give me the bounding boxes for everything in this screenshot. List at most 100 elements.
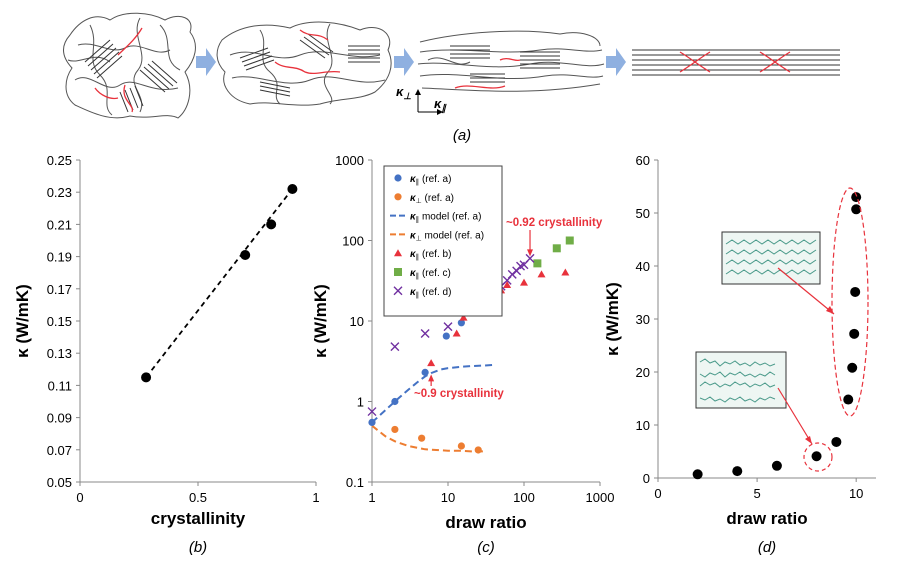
data-point	[851, 192, 862, 203]
panel-d-callouts	[777, 187, 869, 472]
y-axis-label: κ (W/mK)	[603, 282, 622, 356]
legend-entry: κ∥ (ref. d)	[410, 287, 451, 299]
panel-a-caption: (a)	[453, 127, 471, 144]
data-point	[266, 219, 277, 230]
data-point	[287, 183, 298, 194]
legend-entry: κ⊥ (ref. a)	[410, 193, 454, 205]
arrow-1	[196, 48, 216, 76]
data-point	[520, 278, 528, 286]
y-tick-label: 0.1	[346, 475, 364, 490]
data-point	[420, 328, 430, 338]
x-tick-label: 1	[368, 490, 375, 505]
x-tick-label: 1	[312, 490, 319, 505]
y-tick-label: 0.11	[48, 378, 72, 393]
y-tick-label: 1000	[335, 153, 364, 168]
y-tick-label: 0.21	[47, 217, 72, 232]
data-point	[843, 394, 854, 405]
y-tick-label: 0.17	[47, 282, 72, 297]
data-point	[368, 418, 376, 427]
data-point	[537, 270, 546, 278]
data-point	[533, 259, 542, 268]
legend-entry: κ∥ (ref. b)	[410, 249, 451, 261]
panel-d-inset-aligned	[721, 231, 821, 285]
panel-caption: (c)	[477, 539, 495, 556]
x-tick-label: 10	[441, 490, 455, 505]
y-axis-label: κ (W/mK)	[311, 284, 330, 358]
kappa-perp-label: κ⊥	[396, 84, 411, 101]
data-point	[394, 193, 402, 201]
x-tick-label: 100	[513, 490, 535, 505]
data-point	[503, 281, 512, 289]
panel-c-chart: 1 10 100 1000 0.1 1 10 100 1000 draw ratio κ (W/mK…	[311, 153, 614, 556]
arrow-3	[606, 48, 626, 76]
data-point	[847, 362, 858, 373]
y-tick-label: 0.19	[47, 250, 72, 265]
panel-a: κ⊥ κ∥ (a)	[63, 12, 840, 144]
annotation-09: ~0.9 crystallinity	[414, 388, 504, 400]
x-tick-label: 1000	[586, 490, 615, 505]
kappa-par-label: κ∥	[434, 96, 447, 114]
data-point	[394, 249, 402, 257]
data-point	[831, 436, 842, 447]
data-point	[141, 372, 152, 383]
stage-3-lamellae	[450, 45, 560, 83]
data-point	[443, 322, 453, 332]
data-point	[393, 286, 403, 296]
data-point	[394, 268, 402, 276]
stage-4-aligned-chains	[632, 49, 840, 76]
x-axis-label: crystallinity	[151, 509, 246, 528]
data-point	[474, 446, 482, 454]
data-point	[849, 328, 860, 339]
legend-entry: κ∥ (ref. c)	[410, 268, 451, 280]
fit-line	[145, 188, 294, 378]
callout-line-2	[777, 387, 813, 445]
x-tick-label: 0	[654, 486, 661, 501]
x-tick-label: 10	[849, 486, 863, 501]
legend-entry: κ∥ model (ref. a)	[410, 212, 481, 224]
model-line	[371, 363, 494, 424]
data-point	[851, 204, 862, 215]
data-point	[240, 249, 251, 260]
data-point	[421, 368, 429, 376]
stage-3-tie-chains	[454, 57, 521, 89]
y-axis-label: κ (W/mK)	[13, 284, 32, 358]
y-tick-label: 10	[350, 314, 364, 329]
stage-2-partial-orientation	[216, 21, 392, 106]
data-point	[394, 174, 402, 182]
x-axis-label: draw ratio	[726, 509, 807, 528]
legend-entry: κ⊥ model (ref. a)	[410, 230, 484, 242]
data-point	[561, 268, 570, 276]
panel-caption: (d)	[758, 539, 776, 556]
y-tick-label: 30	[636, 312, 650, 327]
annotation-arrowhead	[428, 374, 435, 382]
y-tick-label: 0.23	[47, 185, 72, 200]
y-tick-label: 0.05	[47, 475, 72, 490]
y-tick-label: 0.25	[47, 153, 72, 168]
highlight-ellipse-small	[803, 442, 833, 472]
y-tick-label: 0.09	[47, 411, 72, 426]
y-tick-label: 100	[342, 234, 364, 249]
panel-d-chart: 0 5 10 0 10 20 30 40 50 60 draw ratio κ (W/mK) (d)	[603, 153, 876, 556]
data-point	[452, 329, 461, 337]
data-point	[457, 319, 465, 327]
data-point	[692, 469, 703, 480]
panel-b-chart: 0 0.5 1 0.05 0.07 0.09 0.11 0.13 0.15 0.17 0.19 0.2…	[13, 153, 320, 556]
data-point	[442, 332, 450, 340]
annotation-092: ~0.92 crystallinity	[506, 217, 603, 229]
panel-d-inset-disordered	[695, 351, 787, 409]
y-tick-label: 0.13	[47, 346, 72, 361]
data-point	[525, 253, 535, 263]
legend: κ∥ (ref. a) κ⊥ (ref. a) κ∥ model (ref. a) κ…	[383, 165, 503, 317]
callout-line-1	[777, 267, 835, 315]
y-tick-label: 20	[636, 365, 650, 380]
highlight-ellipse-large	[831, 187, 869, 417]
data-point	[565, 236, 574, 245]
data-point	[418, 434, 426, 442]
annotation-arrowhead	[527, 249, 534, 257]
data-point	[459, 313, 468, 321]
stage-4-tie-crossings	[679, 51, 791, 73]
y-tick-label: 0.07	[47, 443, 72, 458]
data-point	[811, 451, 822, 462]
stage-1-tie-chains	[94, 27, 143, 113]
